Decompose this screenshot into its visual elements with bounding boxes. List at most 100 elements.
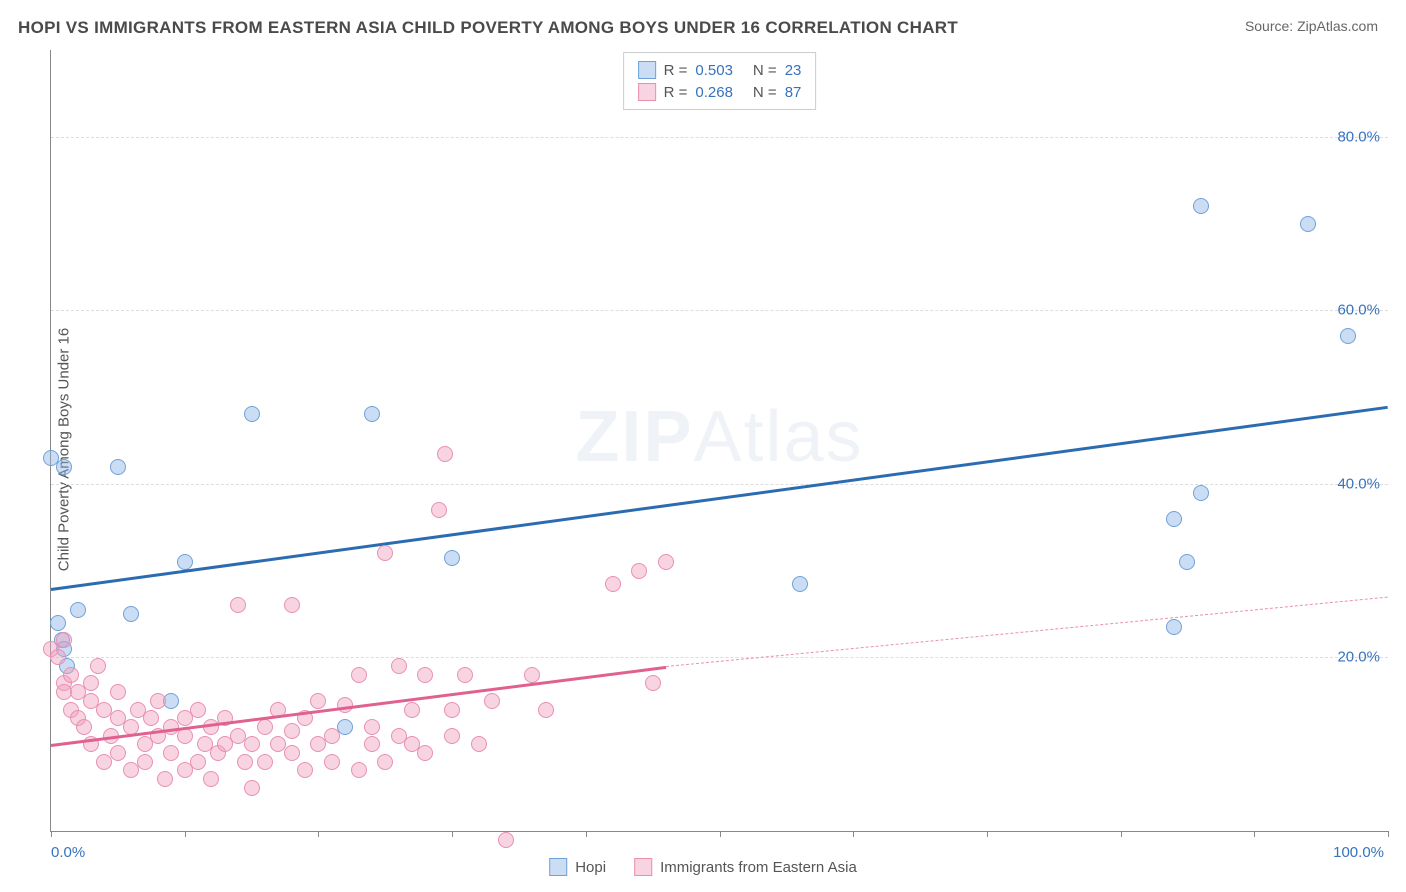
data-point bbox=[1166, 511, 1182, 527]
data-point bbox=[457, 667, 473, 683]
x-tick bbox=[185, 831, 186, 837]
gridline bbox=[51, 137, 1388, 138]
data-point bbox=[244, 406, 260, 422]
legend-row: R =0.503N =23 bbox=[638, 59, 802, 81]
data-point bbox=[190, 702, 206, 718]
gridline bbox=[51, 657, 1388, 658]
data-point bbox=[110, 459, 126, 475]
legend-row: R =0.268N =87 bbox=[638, 81, 802, 103]
data-point bbox=[110, 745, 126, 761]
data-point bbox=[404, 702, 420, 718]
data-point bbox=[1166, 619, 1182, 635]
data-point bbox=[792, 576, 808, 592]
data-point bbox=[431, 502, 447, 518]
x-label-end: 100.0% bbox=[1333, 844, 1384, 861]
x-tick bbox=[452, 831, 453, 837]
chart-title: HOPI VS IMMIGRANTS FROM EASTERN ASIA CHI… bbox=[18, 18, 958, 38]
data-point bbox=[417, 745, 433, 761]
data-point bbox=[324, 728, 340, 744]
data-point bbox=[284, 723, 300, 739]
data-point bbox=[324, 754, 340, 770]
x-tick bbox=[853, 831, 854, 837]
data-point bbox=[1193, 198, 1209, 214]
data-point bbox=[498, 832, 514, 848]
data-point bbox=[203, 771, 219, 787]
data-point bbox=[351, 667, 367, 683]
data-point bbox=[50, 649, 66, 665]
data-point bbox=[1193, 485, 1209, 501]
data-point bbox=[244, 736, 260, 752]
plot-area: ZIPAtlas R =0.503N =23R =0.268N =87 20.0… bbox=[50, 50, 1388, 832]
data-point bbox=[157, 771, 173, 787]
data-point bbox=[257, 754, 273, 770]
data-point bbox=[1300, 216, 1316, 232]
data-point bbox=[237, 754, 253, 770]
data-point bbox=[645, 675, 661, 691]
data-point bbox=[351, 762, 367, 778]
data-point bbox=[391, 658, 407, 674]
data-point bbox=[364, 736, 380, 752]
source-label: Source: ZipAtlas.com bbox=[1245, 18, 1378, 34]
data-point bbox=[444, 702, 460, 718]
data-point bbox=[297, 762, 313, 778]
data-point bbox=[605, 576, 621, 592]
data-point bbox=[244, 780, 260, 796]
data-point bbox=[56, 459, 72, 475]
data-point bbox=[364, 719, 380, 735]
x-tick bbox=[987, 831, 988, 837]
data-point bbox=[230, 597, 246, 613]
gridline bbox=[51, 310, 1388, 311]
data-point bbox=[110, 684, 126, 700]
data-point bbox=[76, 719, 92, 735]
data-point bbox=[150, 693, 166, 709]
legend-item: Hopi bbox=[549, 858, 606, 876]
x-tick bbox=[586, 831, 587, 837]
data-point bbox=[257, 719, 273, 735]
data-point bbox=[63, 667, 79, 683]
data-point bbox=[377, 545, 393, 561]
y-tick-label: 20.0% bbox=[1337, 649, 1380, 666]
x-tick bbox=[720, 831, 721, 837]
x-tick bbox=[1121, 831, 1122, 837]
y-tick-label: 40.0% bbox=[1337, 475, 1380, 492]
data-point bbox=[377, 754, 393, 770]
data-point bbox=[337, 719, 353, 735]
data-point bbox=[658, 554, 674, 570]
data-point bbox=[143, 710, 159, 726]
gridline bbox=[51, 484, 1388, 485]
data-point bbox=[444, 728, 460, 744]
chart-area: Child Poverty Among Boys Under 16 ZIPAtl… bbox=[50, 50, 1388, 832]
data-point bbox=[50, 615, 66, 631]
data-point bbox=[56, 632, 72, 648]
data-point bbox=[1179, 554, 1195, 570]
data-point bbox=[284, 745, 300, 761]
data-point bbox=[70, 602, 86, 618]
x-label-start: 0.0% bbox=[51, 844, 85, 861]
watermark: ZIPAtlas bbox=[575, 395, 863, 477]
data-point bbox=[484, 693, 500, 709]
x-tick bbox=[51, 831, 52, 837]
x-tick bbox=[1388, 831, 1389, 837]
data-point bbox=[83, 675, 99, 691]
data-point bbox=[123, 606, 139, 622]
legend-item: Immigrants from Eastern Asia bbox=[634, 858, 857, 876]
x-tick bbox=[1254, 831, 1255, 837]
data-point bbox=[444, 550, 460, 566]
data-point bbox=[364, 406, 380, 422]
data-point bbox=[284, 597, 300, 613]
data-point bbox=[471, 736, 487, 752]
y-tick-label: 80.0% bbox=[1337, 128, 1380, 145]
data-point bbox=[310, 693, 326, 709]
data-point bbox=[524, 667, 540, 683]
data-point bbox=[631, 563, 647, 579]
data-point bbox=[1340, 328, 1356, 344]
data-point bbox=[177, 554, 193, 570]
correlation-legend: R =0.503N =23R =0.268N =87 bbox=[623, 52, 817, 110]
data-point bbox=[538, 702, 554, 718]
data-point bbox=[163, 745, 179, 761]
data-point bbox=[190, 754, 206, 770]
x-tick bbox=[318, 831, 319, 837]
data-point bbox=[437, 446, 453, 462]
data-point bbox=[417, 667, 433, 683]
data-point bbox=[90, 658, 106, 674]
